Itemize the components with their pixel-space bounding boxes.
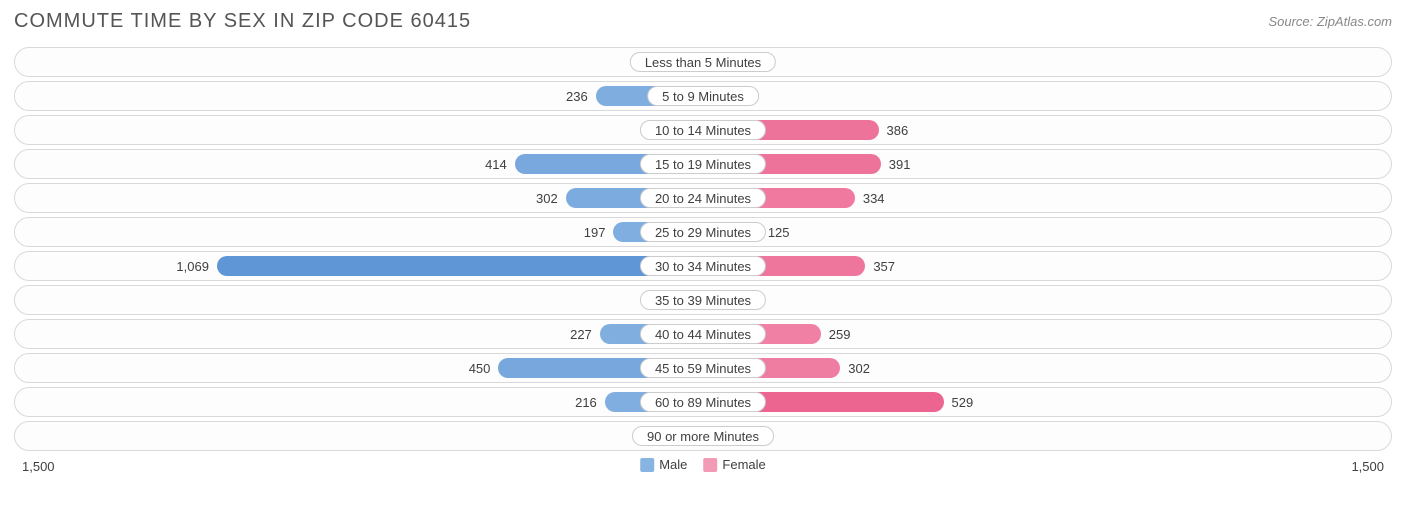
legend-swatch-male <box>640 458 654 472</box>
bar-value-male: 197 <box>584 222 606 242</box>
bar-value-female: 357 <box>873 256 895 276</box>
chart-row: 414 391 15 to 19 Minutes <box>14 149 1392 179</box>
bar-male <box>217 256 703 276</box>
category-pill: 5 to 9 Minutes <box>647 86 759 106</box>
chart-container: COMMUTE TIME BY SEX IN ZIP CODE 60415 So… <box>0 0 1406 523</box>
chart-row: 508390 or more Minutes <box>14 421 1392 451</box>
bar-value-male: 236 <box>566 86 588 106</box>
category-pill: 30 to 34 Minutes <box>640 256 766 276</box>
chart-row: 227 259 40 to 44 Minutes <box>14 319 1392 349</box>
axis-label-left: 1,500 <box>22 459 55 474</box>
chart-row: 667435 to 39 Minutes <box>14 285 1392 315</box>
chart-row: 197 12525 to 29 Minutes <box>14 217 1392 247</box>
chart-row: 236695 to 9 Minutes <box>14 81 1392 111</box>
legend-item-male: Male <box>640 457 687 472</box>
category-pill: 25 to 29 Minutes <box>640 222 766 242</box>
bar-value-female: 334 <box>863 188 885 208</box>
category-pill: 35 to 39 Minutes <box>640 290 766 310</box>
category-pill: 20 to 24 Minutes <box>640 188 766 208</box>
chart-row: 450 302 45 to 59 Minutes <box>14 353 1392 383</box>
legend: Male Female <box>640 457 766 472</box>
source-attribution: Source: ZipAtlas.com <box>1268 14 1392 29</box>
bar-value-female: 529 <box>952 392 974 412</box>
bar-value-female: 391 <box>889 154 911 174</box>
chart-row: 302 334 20 to 24 Minutes <box>14 183 1392 213</box>
bar-value-male: 414 <box>485 154 507 174</box>
chart-footer: 1,500 Male Female 1,500 <box>14 457 1392 481</box>
chart-title: COMMUTE TIME BY SEX IN ZIP CODE 60415 <box>14 10 471 33</box>
chart-row: 6968Less than 5 Minutes <box>14 47 1392 77</box>
header: COMMUTE TIME BY SEX IN ZIP CODE 60415 So… <box>14 10 1392 33</box>
category-pill: 90 or more Minutes <box>632 426 774 446</box>
bar-value-male: 302 <box>536 188 558 208</box>
legend-item-female: Female <box>703 457 765 472</box>
bar-value-female: 125 <box>768 222 790 242</box>
bar-value-male: 450 <box>469 358 491 378</box>
category-pill: 45 to 59 Minutes <box>640 358 766 378</box>
axis-label-right: 1,500 <box>1351 459 1384 474</box>
bar-value-male: 227 <box>570 324 592 344</box>
bar-value-female: 302 <box>848 358 870 378</box>
category-pill: 10 to 14 Minutes <box>640 120 766 140</box>
legend-swatch-female <box>703 458 717 472</box>
chart-row: 216 529 60 to 89 Minutes <box>14 387 1392 417</box>
chart-row: 1,069 357 30 to 34 Minutes <box>14 251 1392 281</box>
category-pill: 40 to 44 Minutes <box>640 324 766 344</box>
bar-value-female: 386 <box>887 120 909 140</box>
category-pill: 60 to 89 Minutes <box>640 392 766 412</box>
bar-value-male: 1,069 <box>176 256 209 276</box>
category-pill: Less than 5 Minutes <box>630 52 776 72</box>
legend-label-female: Female <box>722 457 765 472</box>
legend-label-male: Male <box>659 457 687 472</box>
chart-rows: 6968Less than 5 Minutes 236695 to 9 Minut… <box>14 47 1392 451</box>
bar-value-female: 259 <box>829 324 851 344</box>
category-pill: 15 to 19 Minutes <box>640 154 766 174</box>
chart-row: 8138610 to 14 Minutes <box>14 115 1392 145</box>
bar-value-male: 216 <box>575 392 597 412</box>
